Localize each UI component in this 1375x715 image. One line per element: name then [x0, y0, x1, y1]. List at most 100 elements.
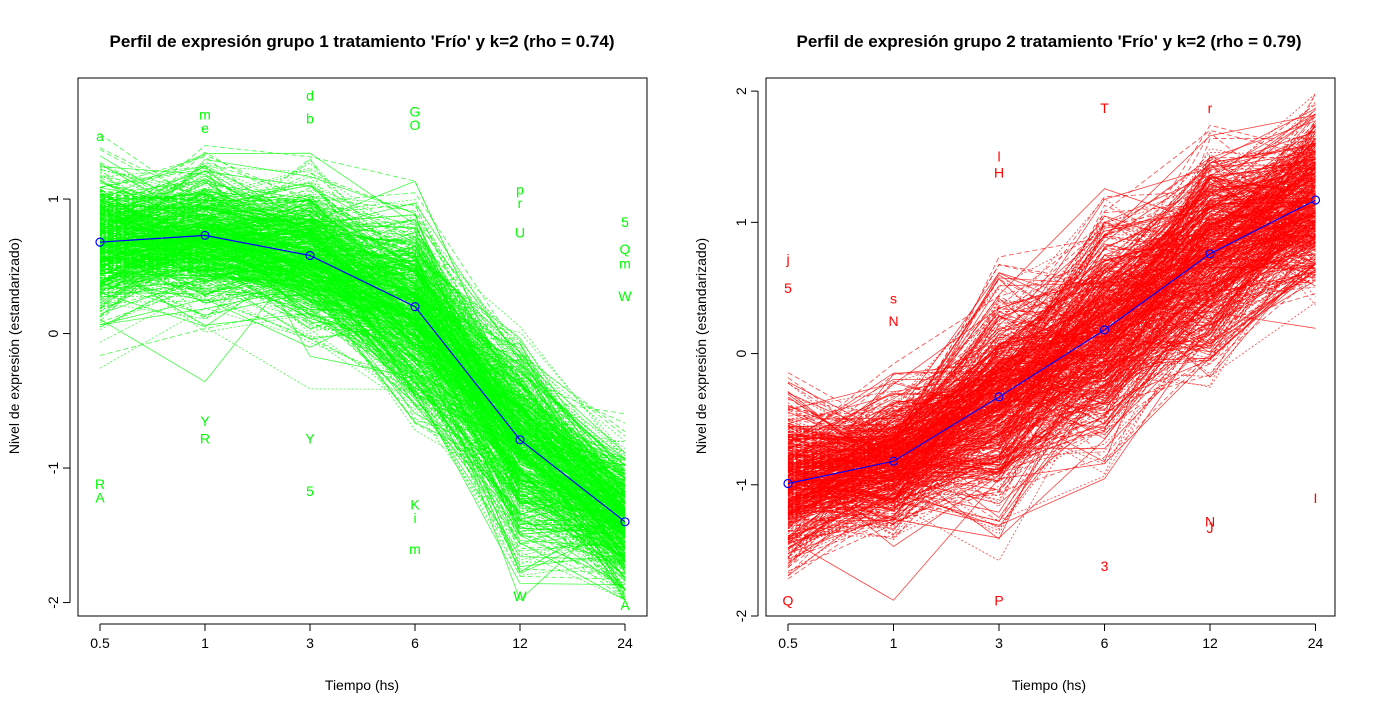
profile-line — [787, 257, 1316, 441]
profile-line — [99, 268, 626, 544]
point-label: 5 — [306, 483, 314, 499]
profile-line — [99, 164, 626, 493]
point-label: e — [201, 120, 209, 136]
profile-line — [787, 160, 1316, 463]
profile-line — [787, 208, 1316, 482]
profile-line — [99, 200, 626, 475]
point-label: R — [95, 476, 105, 492]
profile-line — [787, 250, 1316, 539]
x-tick-label: 0.5 — [778, 635, 798, 651]
panel-1-plot-frame — [77, 77, 648, 617]
profile-line — [787, 213, 1316, 514]
profile-line — [787, 185, 1316, 479]
panel-1-x-axis: 0.5 1 3 6 12 24 — [90, 623, 633, 651]
profile-line — [787, 174, 1316, 493]
x-tick-label: 24 — [1308, 635, 1324, 651]
profile-line — [787, 158, 1316, 448]
profile-line — [99, 243, 626, 535]
profile-line — [99, 188, 626, 504]
point-label: O — [410, 117, 421, 133]
profile-line — [99, 223, 626, 457]
point-label: I — [1314, 490, 1318, 506]
mean-point — [994, 392, 1004, 402]
profile-line — [787, 163, 1316, 444]
y-tick-label: 1 — [733, 218, 749, 226]
profile-line — [787, 166, 1316, 450]
profile-line — [99, 194, 626, 495]
profile-line — [787, 114, 1316, 438]
profile-line — [99, 306, 626, 601]
profile-line — [99, 166, 626, 488]
point-label: U — [515, 225, 525, 241]
profile-line — [787, 158, 1316, 503]
profile-line — [787, 157, 1316, 456]
profile-line — [787, 235, 1316, 475]
x-tick-label: 3 — [995, 635, 1003, 651]
mean-point — [515, 435, 525, 445]
profile-line — [99, 169, 626, 476]
profile-line — [787, 170, 1316, 496]
profile-line — [99, 167, 626, 486]
profile-line — [99, 225, 626, 548]
profile-line — [99, 201, 626, 497]
profile-line — [99, 193, 626, 483]
mean-point — [620, 517, 630, 527]
profile-line — [99, 247, 626, 532]
profile-line — [99, 199, 626, 496]
profile-line — [99, 182, 626, 471]
profile-line — [787, 232, 1316, 476]
profile-line — [787, 243, 1316, 511]
profile-line — [99, 222, 626, 466]
profile-line — [787, 248, 1316, 513]
point-label: r — [1208, 100, 1213, 116]
point-label: Y — [200, 413, 210, 429]
profile-line — [99, 206, 626, 594]
profile-line — [787, 166, 1316, 447]
profile-line — [99, 221, 626, 531]
profile-line — [787, 235, 1316, 550]
profile-line — [99, 244, 626, 532]
x-tick-label: 3 — [306, 635, 314, 651]
point-label: r — [518, 195, 523, 211]
profile-line — [787, 137, 1316, 469]
profile-line — [99, 209, 626, 561]
profile-line — [99, 176, 626, 460]
point-label: d — [306, 87, 314, 103]
profile-line — [99, 239, 626, 590]
point-label: P — [994, 592, 1003, 608]
profile-line — [787, 122, 1316, 503]
profile-line — [787, 166, 1316, 466]
profile-line — [787, 208, 1316, 580]
profile-line — [99, 170, 626, 532]
profile-line — [99, 200, 626, 504]
profile-line — [99, 307, 626, 601]
profile-line — [787, 135, 1316, 508]
profile-line — [787, 235, 1316, 532]
profile-line — [787, 172, 1316, 496]
point-label: T — [1100, 100, 1109, 116]
profile-line — [99, 222, 626, 549]
profile-line — [787, 113, 1316, 451]
profile-line — [99, 158, 626, 574]
profile-line — [787, 166, 1316, 464]
profile-line — [787, 209, 1316, 490]
profile-line — [99, 264, 626, 569]
panel-2-y-axis: -2 -1 0 1 2 — [733, 87, 759, 622]
profile-line — [99, 269, 626, 561]
profile-line — [787, 293, 1316, 560]
point-label: m — [409, 541, 421, 557]
profile-line — [787, 222, 1316, 469]
mean-point — [1310, 195, 1321, 205]
profile-line — [787, 221, 1316, 536]
profile-line — [99, 202, 626, 601]
point-label: Q — [783, 592, 794, 608]
mean-point — [200, 230, 210, 240]
profile-line — [787, 276, 1316, 540]
profile-line — [787, 215, 1316, 500]
profile-line — [99, 181, 626, 513]
profile-line — [787, 148, 1316, 490]
profile-line — [787, 271, 1316, 564]
point-label: 3 — [1101, 558, 1109, 574]
profile-line — [787, 286, 1316, 529]
point-label: H — [994, 164, 1004, 180]
